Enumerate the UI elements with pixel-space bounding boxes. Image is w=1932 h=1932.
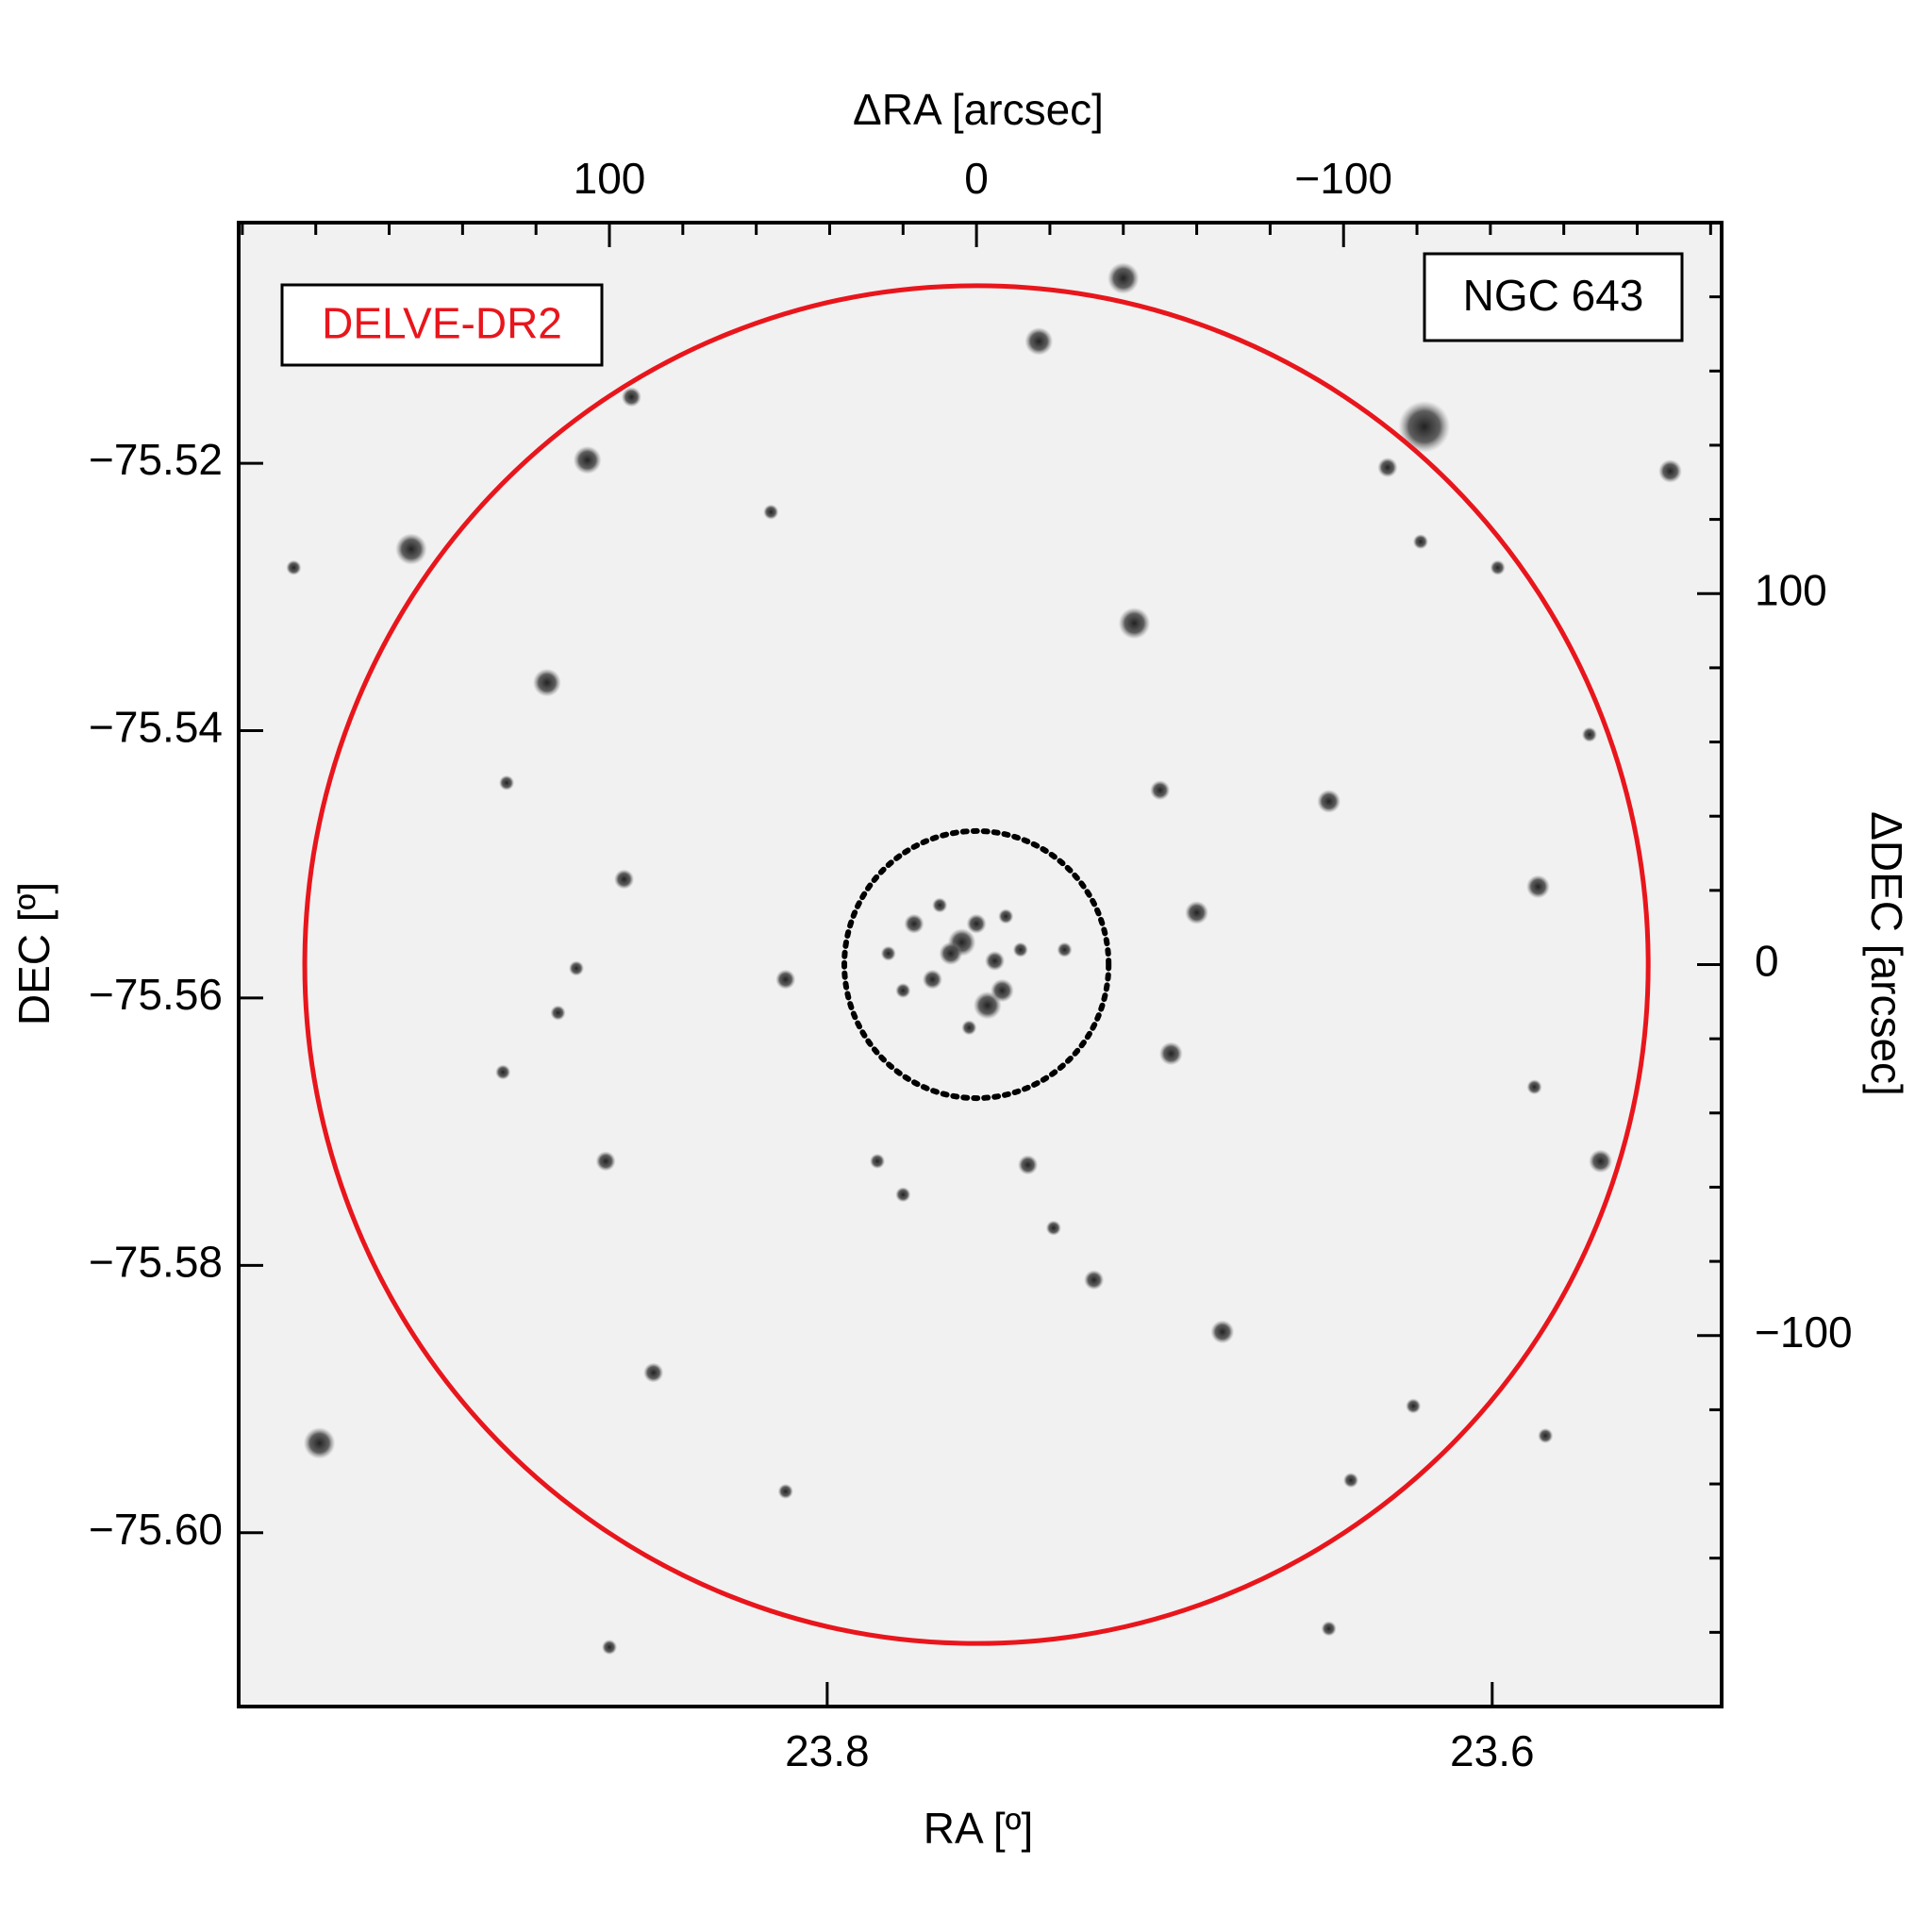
star — [880, 945, 896, 961]
aperture-circle — [841, 827, 1112, 1102]
star — [601, 1639, 618, 1656]
star — [1581, 726, 1598, 742]
star — [1398, 400, 1451, 453]
star — [495, 1064, 511, 1080]
star — [961, 1020, 977, 1036]
y-tick-label: −75.54 — [89, 703, 223, 752]
star — [869, 1153, 886, 1170]
annotation: DELVE-DR2 — [322, 299, 562, 348]
star — [775, 969, 796, 990]
star — [643, 1362, 664, 1383]
star — [895, 982, 911, 999]
star — [1118, 607, 1151, 640]
star — [1107, 262, 1140, 294]
y2-tick-label: 0 — [1755, 937, 1779, 986]
aperture-circle — [302, 283, 1651, 1646]
star — [286, 559, 302, 575]
star — [1342, 1473, 1359, 1489]
star — [1057, 941, 1073, 958]
star — [1321, 1621, 1337, 1637]
x2-tick-label: −100 — [1294, 154, 1392, 203]
star — [895, 1187, 911, 1203]
y2-tick-label: 100 — [1755, 565, 1827, 614]
star — [1084, 1270, 1105, 1291]
y-axis-label: DEC [º] — [9, 882, 58, 1025]
star — [904, 913, 924, 934]
annotation-box — [1423, 252, 1684, 342]
star — [550, 1005, 566, 1021]
star — [1185, 900, 1209, 924]
star — [498, 774, 515, 791]
star — [1525, 874, 1550, 899]
star — [939, 941, 963, 966]
star — [1490, 559, 1506, 575]
x-tick-label: 23.6 — [1450, 1726, 1535, 1775]
x-tick-label: 23.8 — [785, 1726, 870, 1775]
star — [1158, 1041, 1183, 1066]
star — [532, 668, 561, 697]
star — [1045, 1220, 1061, 1236]
star — [922, 969, 942, 990]
sky-background — [239, 223, 1722, 1707]
star — [998, 908, 1014, 924]
star — [1412, 534, 1429, 550]
y-tick-label: −75.56 — [89, 970, 223, 1019]
star — [1012, 941, 1028, 958]
x2-tick-label: 100 — [574, 154, 646, 203]
annotation: NGC 643 — [1463, 271, 1644, 320]
y-tick-label: −75.52 — [89, 435, 223, 484]
star — [763, 504, 779, 520]
star — [1589, 1149, 1613, 1174]
star — [303, 1426, 336, 1459]
annotation-box — [280, 283, 604, 367]
star — [984, 950, 1006, 972]
star — [613, 869, 635, 890]
star — [1526, 1079, 1542, 1095]
x2-axis-label: ΔRA [arcsec] — [853, 85, 1104, 134]
star — [395, 533, 427, 565]
star — [1658, 459, 1682, 483]
y2-tick-label: −100 — [1755, 1307, 1853, 1357]
star — [1150, 780, 1171, 801]
star — [1538, 1427, 1554, 1444]
y2-axis-label: ΔDEC [arcsec] — [1862, 811, 1911, 1096]
star — [568, 960, 585, 976]
star — [1024, 326, 1054, 356]
star — [1406, 1398, 1422, 1414]
star — [990, 978, 1014, 1003]
star — [777, 1483, 793, 1500]
star — [573, 445, 602, 475]
star — [1377, 457, 1398, 478]
x-axis-label: RA [º] — [924, 1804, 1034, 1853]
star — [595, 1151, 616, 1172]
star — [966, 913, 987, 934]
y-tick-label: −75.60 — [89, 1505, 223, 1554]
star — [1018, 1155, 1039, 1175]
star — [1317, 790, 1341, 813]
y-tick-label: −75.58 — [89, 1238, 223, 1287]
star — [1210, 1320, 1235, 1344]
star — [932, 897, 948, 913]
x2-tick-label: 0 — [964, 154, 989, 203]
star — [621, 387, 641, 408]
